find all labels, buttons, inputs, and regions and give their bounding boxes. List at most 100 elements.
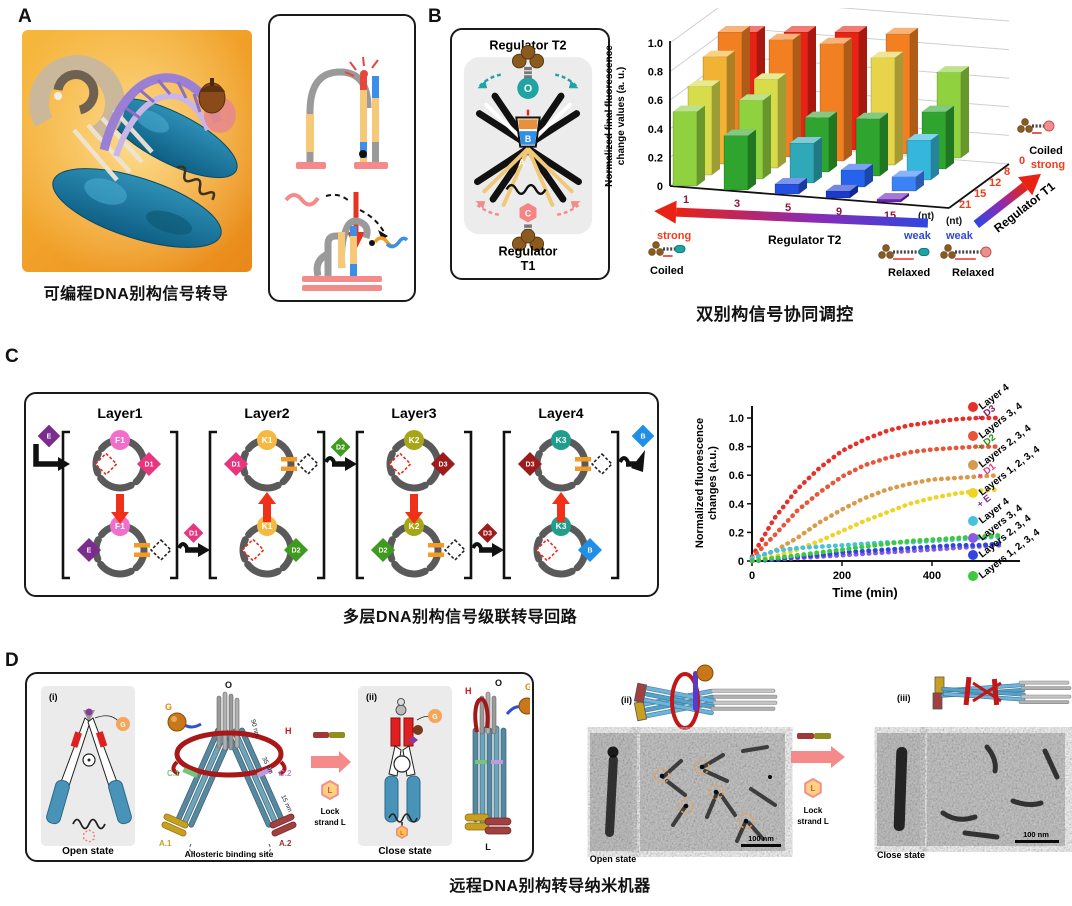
lock-strand-group: L Lock strand L: [311, 732, 351, 827]
svg-text:O: O: [225, 680, 232, 690]
bracket-right: [464, 430, 473, 580]
scalebar-label-1: 100 nm: [748, 834, 774, 843]
connector-D3: D3: [471, 523, 504, 557]
coiled-t2-icon: [648, 241, 686, 257]
released-diamond-outline: [149, 538, 173, 562]
t2-tick: 1: [683, 194, 689, 206]
t1-unit: (nt): [946, 216, 962, 227]
line-ylabel: Normalized fluorescencechanges (a.u.): [694, 418, 719, 548]
svg-text:C.2: C.2: [279, 769, 292, 778]
tweezer-open-horizontal: [633, 664, 778, 730]
exit-diamond-B: B: [631, 424, 655, 448]
curve-0: [749, 415, 1002, 559]
legend-dot: [968, 516, 978, 526]
svg-text:L: L: [811, 784, 816, 793]
layer-2-group: Layer2 D1 D2 K1 K1: [208, 405, 326, 580]
clothespin-closed: G L: [384, 698, 442, 839]
t1-strength-arrow: [973, 173, 1041, 228]
bottom-motif: B: [533, 522, 603, 578]
tem-close-single: [877, 733, 925, 846]
line-x-tick: 400: [923, 570, 941, 582]
panel-b-label: B: [428, 6, 442, 27]
svg-text:L: L: [485, 842, 491, 852]
line-y-tick: 1.0: [729, 413, 744, 425]
regulator-t1-title-line1: Regulator: [499, 245, 558, 259]
empty-site-diamond: [535, 538, 559, 562]
right-ii-label: (ii): [621, 695, 632, 705]
signal-diamond-D3: D3: [477, 523, 498, 543]
panel-c-caption: 多层DNA别构信号级联转导回路: [342, 609, 578, 626]
svg-text:strand L: strand L: [797, 817, 829, 826]
top-motif: D1: [92, 436, 162, 492]
released-diamond-outline: [296, 452, 320, 476]
coiled-t1-icon: [1017, 118, 1055, 134]
reporter-duplex: [344, 56, 388, 169]
legend-dot: [968, 571, 978, 581]
svg-text:B: B: [525, 134, 531, 144]
coiled-right-label: Coiled: [1029, 145, 1063, 157]
A2-foot: [269, 813, 297, 837]
relaxed-t2-icon: [878, 244, 930, 260]
svg-text:K3: K3: [556, 521, 567, 531]
open-state-label: Open state: [62, 846, 114, 857]
origami-open: G O H C.1 C.2 A.1 A.2 90 nm 35 nm 15 nm …: [159, 680, 297, 858]
line-y-tick: 0.8: [729, 442, 744, 454]
regulator-t1-clover-icon: [511, 224, 545, 252]
connector-D1: D1: [177, 523, 210, 557]
nanomachine-right-section: (ii): [590, 664, 1072, 864]
nanomachine-left-diagram: (i) G Open state: [41, 678, 530, 858]
signal-diamond-D2: D2: [330, 437, 351, 457]
t2-strength-arrow: [654, 200, 929, 228]
bar-t2-5-t1-15: [789, 136, 822, 184]
regulator-t2-clover-icon: [511, 45, 545, 80]
gold-G-icon: [116, 717, 130, 731]
purple-bar: [693, 671, 698, 711]
svg-text:D1: D1: [232, 462, 241, 469]
gold-nanoparticle-ii: [696, 664, 714, 682]
dna-blob-lower: [52, 168, 222, 248]
svg-text:D3: D3: [526, 462, 535, 469]
svg-text:A.1: A.1: [159, 839, 172, 848]
curve-2: [749, 472, 1002, 562]
node-A: A: [518, 158, 525, 169]
trigger-reaction: [284, 192, 409, 250]
relaxed-right-label: Relaxed: [952, 267, 994, 279]
y-tick: 1.0: [648, 38, 663, 50]
y-tick: 0.4: [648, 124, 664, 136]
layer-4-group: Layer4 D3 B K3 K3: [502, 405, 620, 580]
clothespin-open: G: [46, 708, 132, 843]
A1-foot: [161, 813, 189, 837]
svg-text:F1: F1: [115, 521, 125, 531]
line-y-tick: 0.6: [729, 470, 744, 482]
bracket-right: [317, 430, 326, 580]
output-diamond-D1: D1: [136, 451, 162, 477]
entry-diamond-E: E: [37, 424, 61, 448]
svg-text:D2: D2: [336, 445, 345, 452]
empty-site-diamond: [241, 538, 265, 562]
bracket-left: [502, 430, 511, 580]
conformation-arrow-up: [258, 492, 276, 522]
legend-dot: [968, 431, 978, 441]
svg-text:G: G: [120, 722, 126, 729]
node-O: [517, 77, 539, 99]
C2-band: [256, 766, 273, 778]
svg-text:C: C: [525, 209, 532, 219]
t2-weak-label: weak: [903, 230, 932, 242]
svg-text:B: B: [587, 548, 592, 555]
tem-open-label: Open state: [590, 854, 637, 864]
svg-text:A.2: A.2: [279, 839, 292, 848]
svg-text:Lock: Lock: [804, 806, 823, 815]
svg-text:15 nm: 15 nm: [279, 794, 293, 813]
relaxed-mid-label: Relaxed: [888, 267, 930, 279]
layer-1-group: Layer1 D1 E F1 F1: [61, 405, 179, 580]
released-diamond-outline: [590, 452, 614, 476]
panel-c-label: C: [5, 346, 19, 367]
bracket-left: [61, 430, 70, 580]
y-tick: 0.2: [648, 152, 663, 164]
svg-text:K2: K2: [409, 435, 420, 445]
output-diamond-D3: D3: [430, 451, 456, 477]
lock-arrow-right: [791, 746, 845, 768]
bound-lock-hexagon: [396, 825, 408, 839]
panel-a-label: A: [18, 6, 32, 27]
bar-t2-3-t1-12: [753, 73, 786, 169]
